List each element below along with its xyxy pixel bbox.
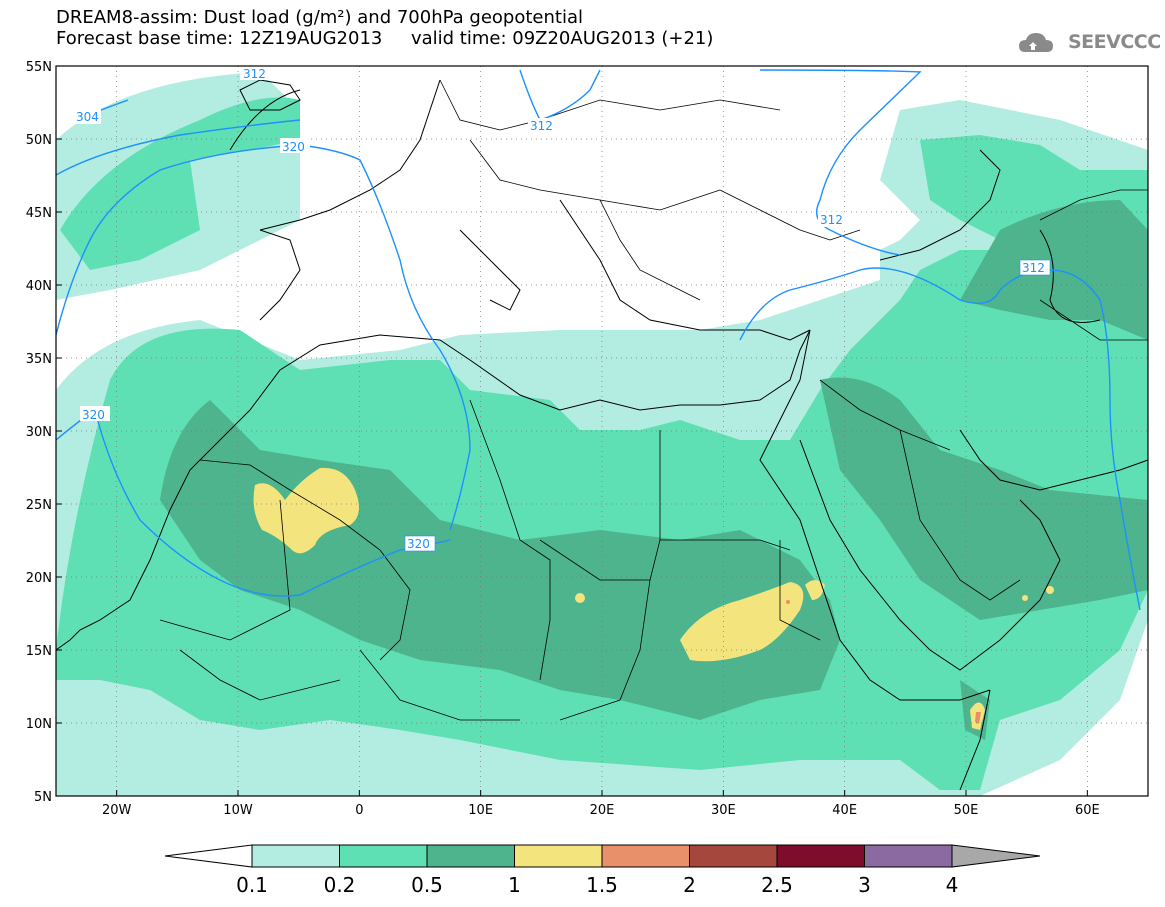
logo-text: SEEVCCC bbox=[1068, 31, 1161, 53]
svg-text:320: 320 bbox=[82, 408, 105, 422]
svg-text:304: 304 bbox=[76, 110, 99, 124]
latitude-label: 5N bbox=[34, 790, 52, 805]
latitude-label: 35N bbox=[26, 352, 52, 367]
colorbar bbox=[164, 844, 1041, 868]
dust-fill-0.2 bbox=[56, 97, 1148, 790]
longitude-label: 10W bbox=[223, 803, 253, 818]
colorbar-swatch bbox=[601, 844, 690, 868]
gridlines bbox=[56, 66, 1148, 796]
longitude-label: 60E bbox=[1075, 803, 1100, 818]
chart-title-line1: DREAM8-assim: Dust load (g/m²) and 700hP… bbox=[56, 7, 583, 28]
colorbar-level-label: 0.1 bbox=[236, 873, 268, 897]
chart-title-line2: Forecast base time: 12Z19AUG2013 valid t… bbox=[56, 28, 714, 49]
latitude-label: 30N bbox=[26, 425, 52, 440]
latitude-label: 25N bbox=[26, 498, 52, 513]
longitude-label: 20E bbox=[590, 803, 615, 818]
latitude-label: 40N bbox=[26, 279, 52, 294]
longitude-label: 10E bbox=[468, 803, 493, 818]
latitude-label: 45N bbox=[26, 206, 52, 221]
colorbar-level-label: 1 bbox=[508, 873, 521, 897]
dust-fill-1.5 bbox=[786, 600, 981, 724]
svg-text:312: 312 bbox=[243, 67, 266, 81]
svg-text:312: 312 bbox=[1022, 261, 1045, 275]
colorbar-swatch bbox=[864, 844, 953, 868]
colorbar-level-label: 0.2 bbox=[323, 873, 356, 897]
colorbar-swatch bbox=[426, 844, 515, 868]
longitude-label: 30E bbox=[711, 803, 736, 818]
longitude-label: 0 bbox=[355, 803, 363, 818]
colorbar-swatch bbox=[776, 844, 865, 868]
colorbar-level-label: 0.5 bbox=[411, 873, 443, 897]
contour-labels: 304 312 312 320 320 320 312 312 bbox=[73, 66, 1051, 552]
longitude-label: 40E bbox=[832, 803, 857, 818]
colorbar-lower-extension bbox=[164, 844, 253, 868]
latitude-label: 15N bbox=[26, 644, 52, 659]
map-content: 304 312 312 320 320 320 312 312 bbox=[56, 66, 1148, 796]
latitude-labels: 55N 50N 45N 40N 35N 30N 25N 20N 15N 10N 5N bbox=[26, 60, 62, 805]
longitude-labels: 20W 10W 0 10E 20E 30E 40E 50E 60E bbox=[102, 790, 1100, 818]
longitude-label: 50E bbox=[954, 803, 979, 818]
svg-text:312: 312 bbox=[820, 213, 843, 227]
colorbar-level-label: 3 bbox=[858, 873, 871, 897]
colorbar-upper-extension bbox=[951, 844, 1041, 868]
colorbar-level-label: 2.5 bbox=[761, 873, 793, 897]
latitude-label: 50N bbox=[26, 133, 52, 148]
svg-text:312: 312 bbox=[530, 119, 553, 133]
colorbar-swatch bbox=[251, 844, 340, 868]
cloud-logo-icon bbox=[1019, 33, 1053, 52]
country-borders bbox=[159, 79, 1148, 721]
coastlines bbox=[56, 79, 1148, 791]
colorbar-level-label: 1.5 bbox=[586, 873, 618, 897]
svg-text:320: 320 bbox=[407, 537, 430, 551]
colorbar-swatch bbox=[689, 844, 778, 868]
colorbar-level-label: 4 bbox=[945, 873, 959, 897]
latitude-label: 55N bbox=[26, 60, 52, 75]
colorbar-swatch bbox=[514, 844, 603, 868]
colorbar-level-label: 2 bbox=[683, 873, 696, 897]
colorbar-swatch bbox=[339, 844, 428, 868]
latitude-label: 20N bbox=[26, 571, 52, 586]
latitude-label: 10N bbox=[26, 717, 52, 732]
svg-text:320: 320 bbox=[282, 140, 305, 154]
longitude-label: 20W bbox=[102, 803, 132, 818]
